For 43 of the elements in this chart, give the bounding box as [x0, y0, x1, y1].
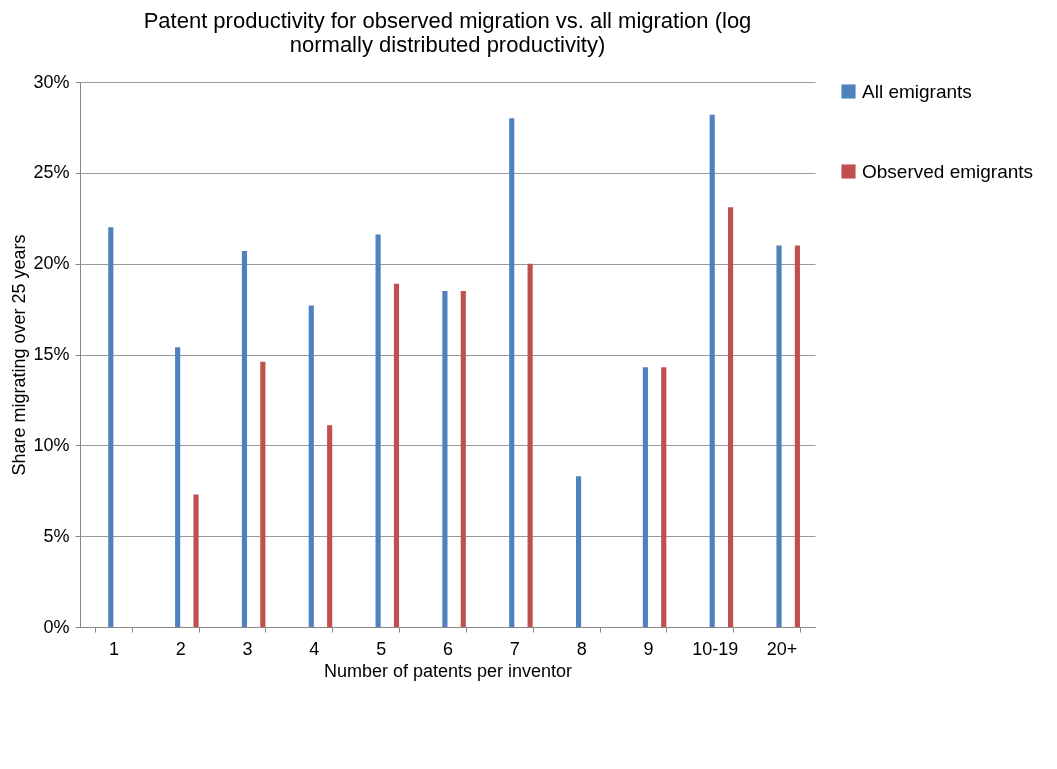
bar — [728, 207, 734, 627]
x-tick-label: 20+ — [766, 638, 798, 659]
y-tick-label: 30% — [33, 71, 70, 92]
bar — [393, 283, 400, 627]
legend-label: Observed emigrants — [862, 160, 1034, 182]
bar — [327, 425, 333, 627]
x-tick-label: 8 — [576, 638, 587, 659]
bar — [527, 263, 533, 627]
x-tick-label: 2 — [175, 638, 186, 659]
x-tick-label: 9 — [643, 638, 654, 659]
y-axis-title: Share migrating over 25 years — [9, 234, 30, 476]
x-axis-title: Number of patents per inventor — [323, 660, 573, 681]
y-tick-label: 15% — [33, 344, 70, 364]
bar — [260, 361, 266, 627]
bar — [661, 367, 667, 627]
bar — [375, 234, 381, 627]
bar — [241, 250, 248, 627]
bar — [108, 227, 114, 627]
y-tick-label: 0% — [43, 616, 70, 637]
x-tick-label: 4 — [309, 638, 320, 659]
y-tick-label: 5% — [43, 525, 70, 546]
bar — [642, 367, 648, 627]
bar — [575, 476, 582, 627]
x-tick-label: 1 — [108, 638, 119, 659]
bar — [193, 494, 199, 627]
x-tick-label: 5 — [376, 638, 387, 659]
y-tick-label: 10% — [33, 434, 70, 455]
chart-title: Patent productivity for observed migration vs. all migration (log normally distributed productivity) — [143, 8, 752, 57]
y-tick-label: 25% — [33, 162, 70, 183]
bar — [776, 245, 782, 627]
x-tick-label: 3 — [242, 638, 253, 659]
bar — [308, 305, 314, 627]
x-tick-label: 10-19 — [692, 638, 739, 659]
bar — [175, 347, 181, 627]
bar — [442, 290, 448, 627]
y-tick-label: 20% — [33, 253, 70, 274]
x-tick-label: 7 — [509, 638, 520, 659]
bar — [460, 290, 466, 627]
x-tick-label: 6 — [442, 638, 454, 659]
legend-label: All emigrants — [862, 80, 972, 102]
bar — [509, 118, 515, 627]
bar — [794, 245, 800, 627]
bar — [709, 114, 715, 627]
